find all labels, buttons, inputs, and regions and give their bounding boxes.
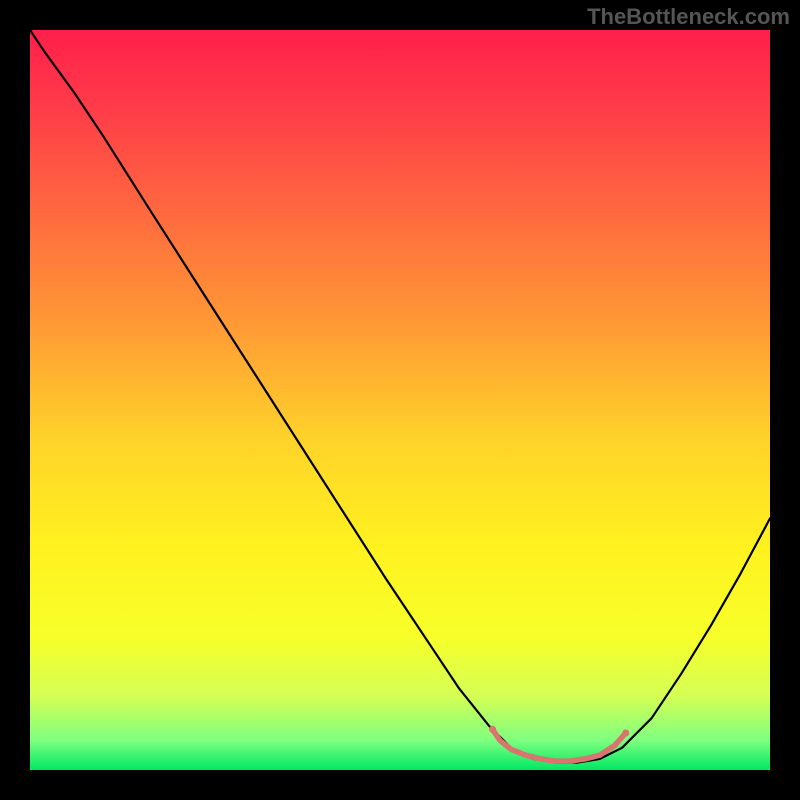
chart-frame: TheBottleneck.com — [0, 0, 800, 800]
bottleneck-band-endpoint — [489, 726, 496, 733]
bottleneck-chart — [0, 0, 800, 800]
plot-background — [30, 30, 770, 770]
bottleneck-band-endpoint — [622, 729, 629, 736]
